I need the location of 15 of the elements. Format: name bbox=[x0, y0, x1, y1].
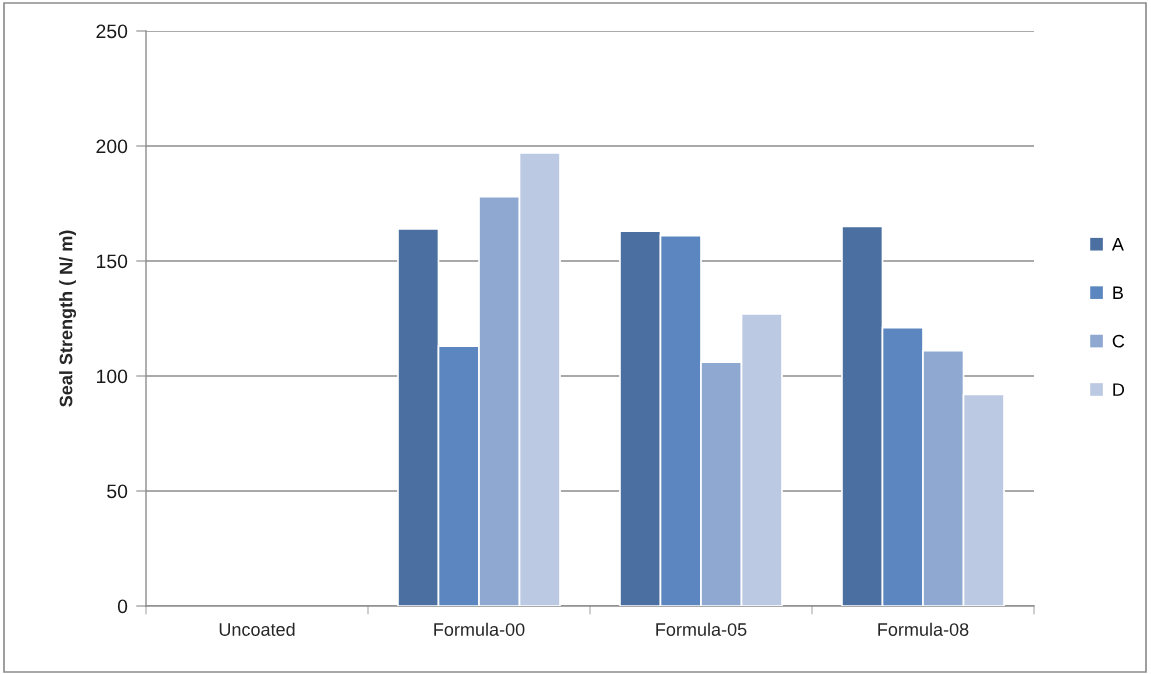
y-tick-label: 200 bbox=[96, 139, 128, 154]
y-tick-label: 150 bbox=[96, 254, 128, 269]
legend-label: C bbox=[1112, 334, 1125, 348]
y-tick-label: 100 bbox=[96, 369, 128, 384]
legend-label: B bbox=[1113, 286, 1123, 299]
y-tick-label: 250 bbox=[96, 24, 128, 39]
legend-label: D bbox=[1113, 383, 1125, 396]
y-axis-title: Seal Strength ( N/ m) bbox=[59, 230, 77, 407]
x-tick-label: Formula-08 bbox=[878, 622, 969, 636]
x-tick-label: Formula-05 bbox=[656, 622, 747, 636]
legend-label: A bbox=[1111, 238, 1124, 251]
x-tick-label: Uncoated bbox=[219, 622, 295, 636]
y-tick-label: 50 bbox=[107, 484, 128, 499]
y-tick-label: 0 bbox=[117, 599, 128, 614]
x-tick-label: Formula-00 bbox=[434, 622, 525, 636]
